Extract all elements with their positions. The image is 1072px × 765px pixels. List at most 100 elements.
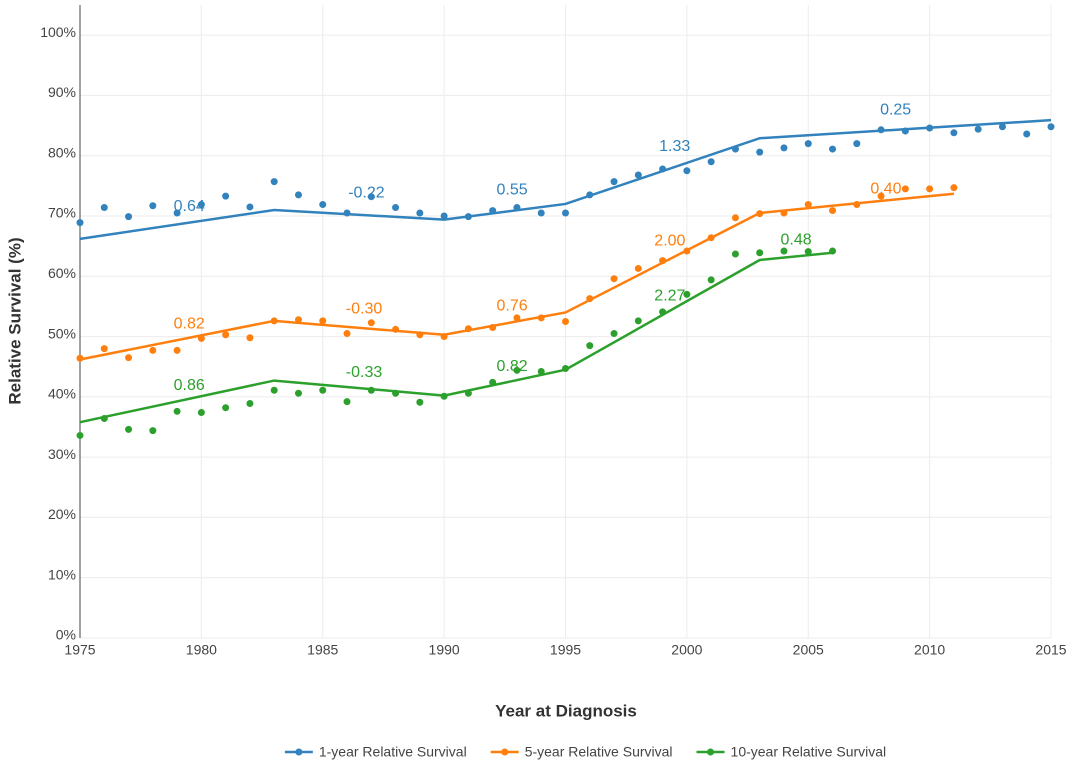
data-point [610, 330, 618, 338]
data-point [464, 389, 472, 397]
data-point [804, 248, 812, 256]
x-tick-label: 1995 [550, 642, 581, 658]
y-tick-label: 60% [48, 265, 76, 281]
apc-label: 2.00 [654, 233, 685, 250]
data-point [513, 314, 521, 322]
data-point [513, 366, 521, 374]
apc-label: 0.55 [497, 181, 528, 198]
data-point [586, 191, 594, 199]
data-point [877, 126, 885, 134]
data-point [731, 145, 739, 153]
legend-marker [707, 748, 715, 756]
data-point [100, 204, 108, 212]
data-point [173, 209, 181, 217]
data-point [76, 431, 84, 439]
data-point [683, 167, 691, 175]
data-point [610, 275, 618, 283]
data-point [756, 249, 764, 257]
legend-item: 1-year Relative Survival [284, 744, 467, 760]
data-point [926, 124, 934, 132]
x-tick-label: 1980 [186, 642, 217, 658]
data-point [1023, 130, 1031, 138]
y-tick-label: 100% [40, 24, 76, 40]
apc-label: 0.82 [497, 358, 528, 375]
data-point [222, 331, 230, 339]
data-point [416, 209, 424, 217]
data-point [416, 331, 424, 339]
trend-line [79, 251, 833, 424]
data-point [707, 234, 715, 242]
apc-label: 0.82 [174, 316, 205, 333]
data-point [100, 345, 108, 353]
data-point [829, 207, 837, 215]
data-point [634, 264, 642, 272]
data-point [877, 192, 885, 200]
data-point [537, 314, 545, 322]
data-point [562, 318, 569, 325]
y-tick-label: 80% [48, 144, 76, 160]
data-point [731, 214, 739, 222]
y-tick-label: 10% [48, 566, 76, 582]
data-point [100, 415, 108, 423]
apc-label: 0.25 [880, 102, 911, 119]
data-point [853, 140, 861, 148]
y-tick-label: 50% [48, 325, 76, 341]
trend-line [79, 118, 1052, 241]
x-tick-label: 2015 [1035, 642, 1066, 658]
data-point [562, 209, 569, 217]
data-point [586, 342, 594, 350]
data-point [343, 209, 351, 217]
legend-label: 5-year Relative Survival [525, 744, 673, 760]
y-tick-label: 90% [48, 84, 76, 100]
data-point [950, 184, 958, 192]
data-point [76, 219, 84, 227]
apc-label: 0.64 [174, 198, 205, 215]
legend-marker [295, 748, 303, 756]
data-point [756, 210, 764, 218]
data-point [125, 354, 133, 362]
x-tick-label: 1985 [307, 642, 338, 658]
x-tick-label: 2005 [793, 642, 824, 658]
data-point [367, 193, 375, 201]
data-point [586, 295, 594, 303]
legend-item: 10-year Relative Survival [696, 744, 886, 760]
data-point [926, 185, 934, 193]
data-point [149, 202, 157, 210]
data-point [197, 334, 205, 342]
data-point [440, 333, 448, 341]
data-point [707, 276, 715, 284]
data-point [829, 145, 837, 153]
data-point [149, 427, 157, 435]
data-point [659, 308, 667, 316]
data-point [537, 209, 545, 217]
apc-label: 0.40 [870, 181, 901, 198]
legend-marker [501, 748, 509, 756]
apc-label: 2.27 [654, 287, 685, 304]
data-point [440, 212, 448, 220]
data-point [392, 204, 400, 212]
data-point [440, 392, 448, 400]
data-point [222, 404, 230, 412]
data-point [780, 144, 788, 152]
data-point [149, 346, 157, 354]
data-point [950, 129, 958, 137]
data-point [780, 209, 788, 217]
data-point [804, 201, 812, 209]
legend-item: 5-year Relative Survival [490, 744, 673, 760]
data-point [853, 201, 861, 209]
data-point [562, 365, 569, 373]
data-point [683, 247, 691, 255]
data-point [683, 290, 691, 298]
data-point [634, 317, 642, 325]
data-point [76, 354, 84, 362]
data-point [974, 125, 982, 133]
data-point [489, 378, 497, 386]
data-point [634, 171, 642, 179]
x-tick-label: 1975 [64, 642, 95, 658]
data-point [294, 191, 302, 199]
data-point [707, 158, 715, 166]
data-point [197, 409, 205, 417]
x-tick-label: 2000 [671, 642, 702, 658]
y-tick-label: 70% [48, 205, 76, 221]
